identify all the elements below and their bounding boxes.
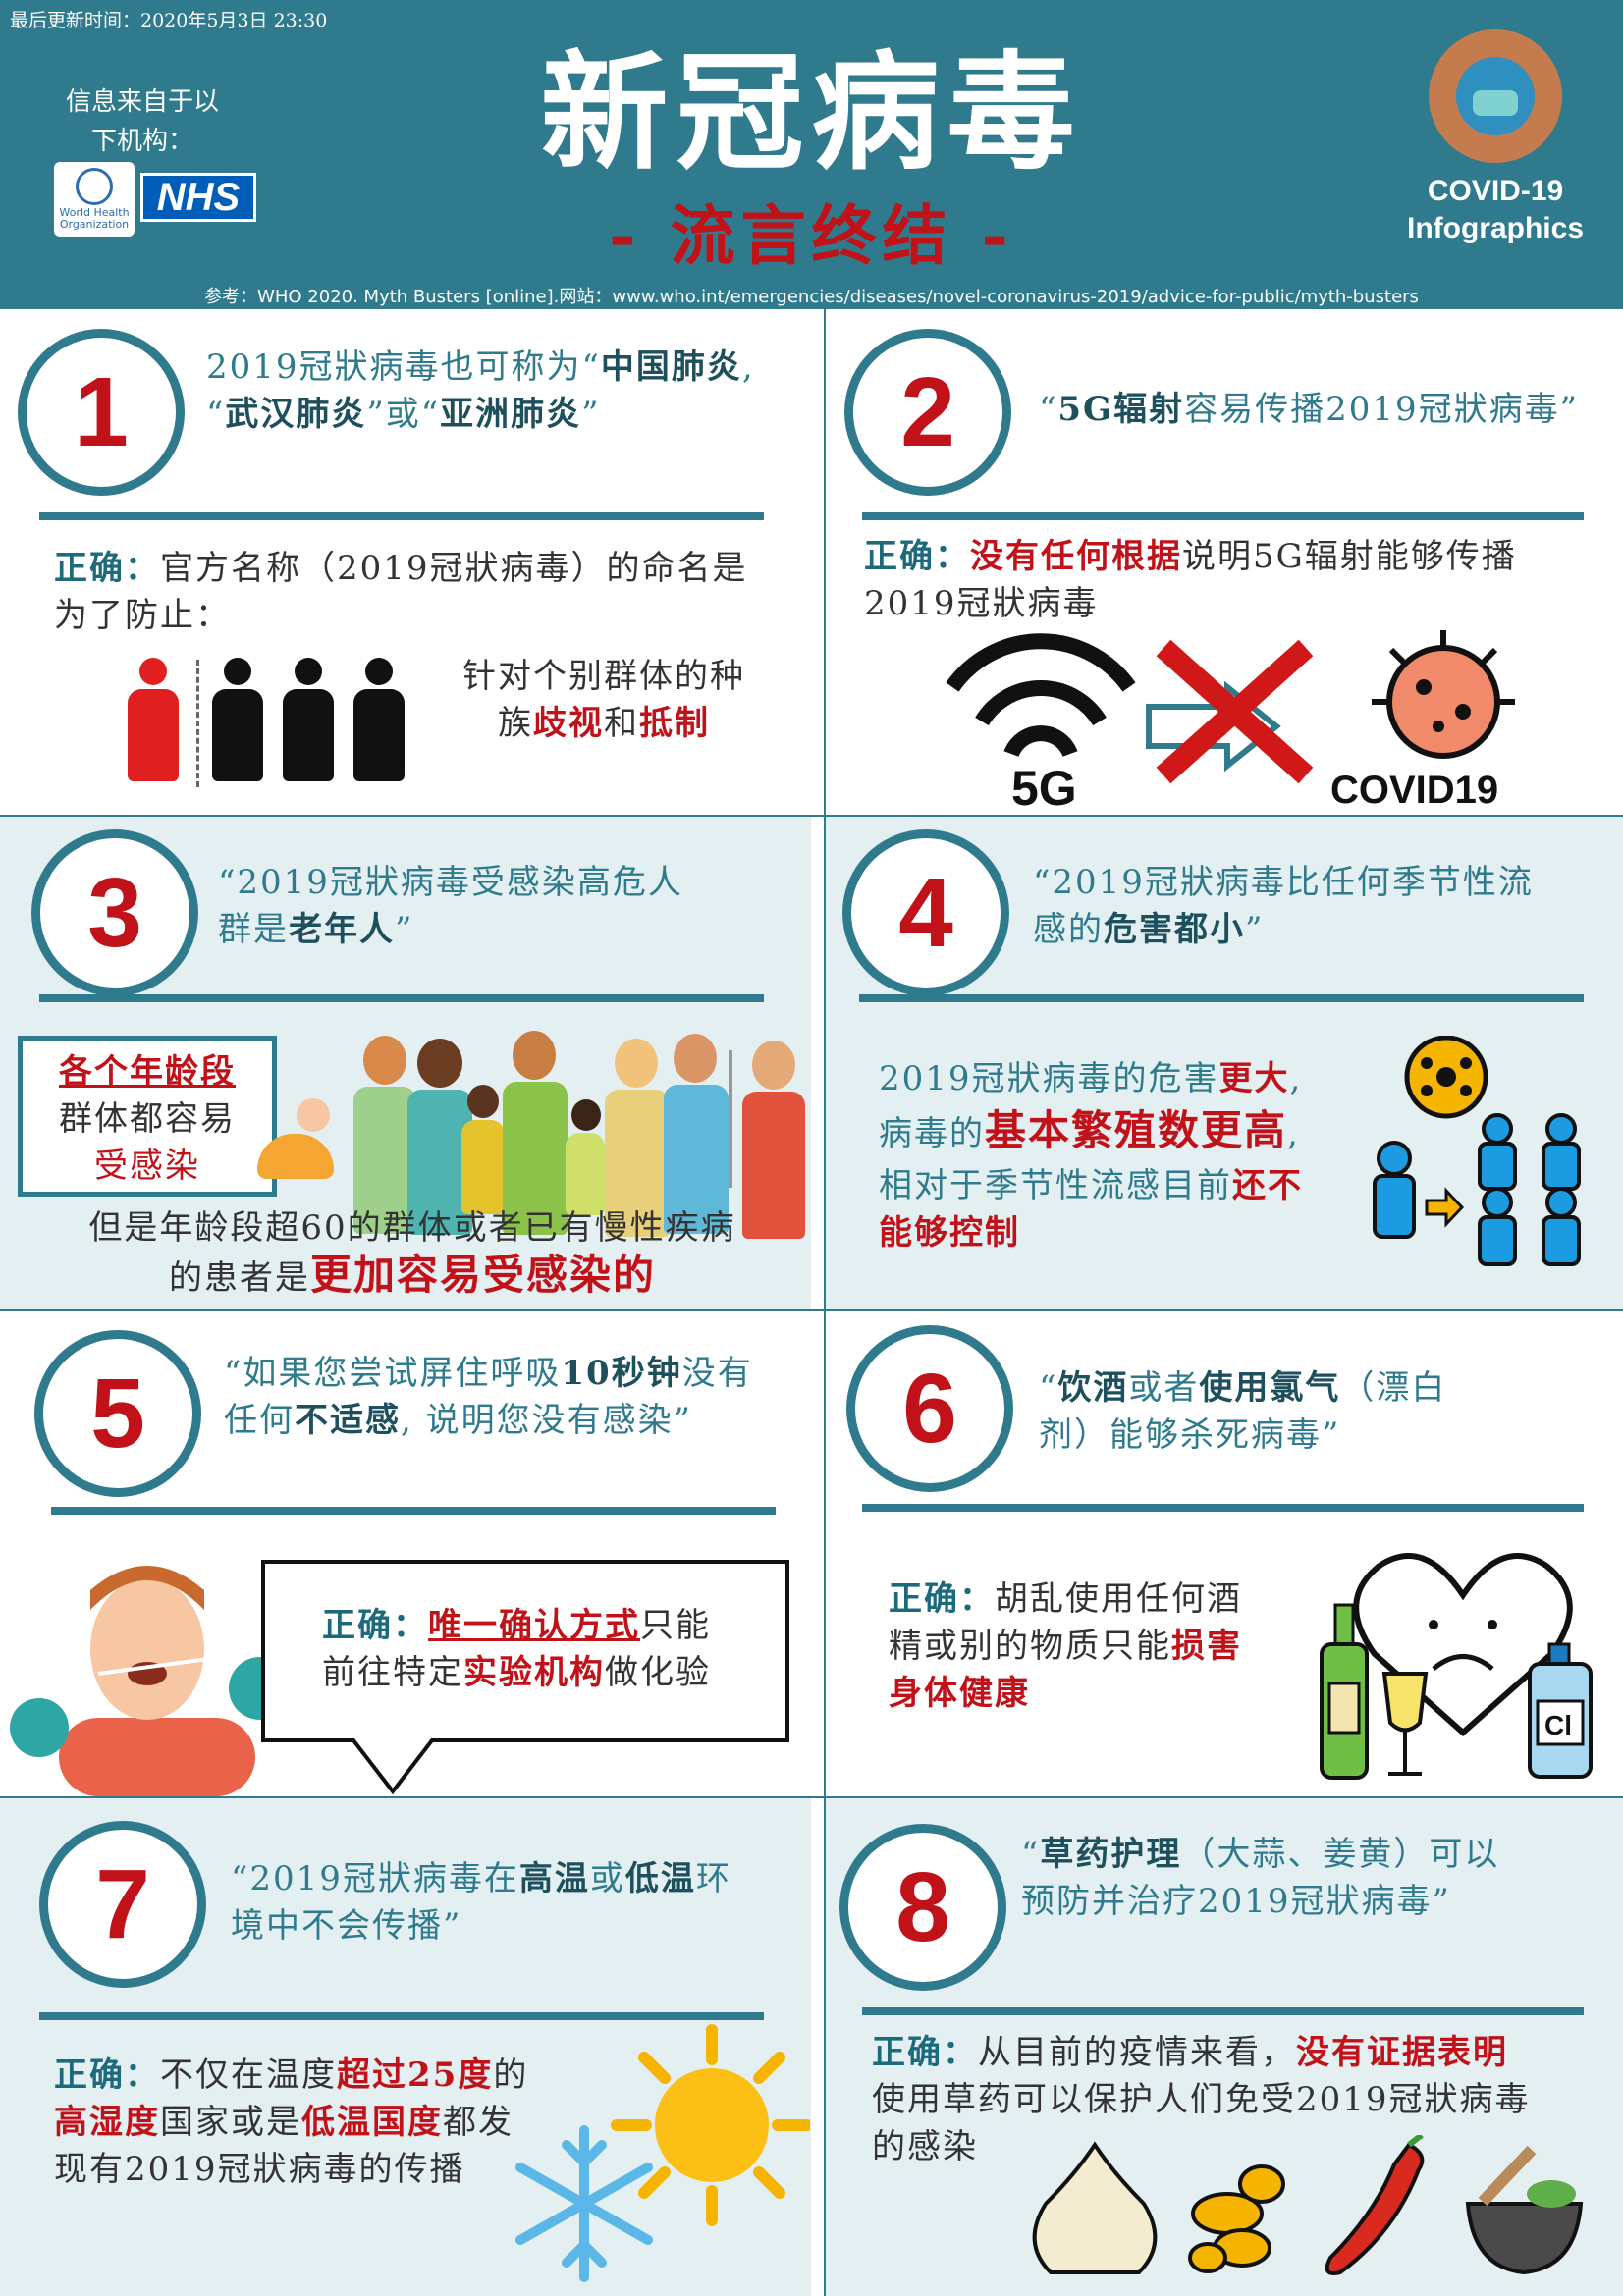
myth-1-divider — [39, 512, 764, 520]
myth-1-quote: 2019冠狀病毒也可称为“中国肺炎, “武汉肺炎”或“亚洲肺炎” — [206, 347, 755, 434]
page-title: 新冠病毒 — [540, 37, 1083, 187]
myth-number-3: 3 — [31, 829, 198, 996]
column-divider — [824, 309, 826, 2296]
myth-2-quote: “5G辐射容易传播2019冠狀病毒” — [1039, 390, 1580, 429]
fact-8-text: 正确：从目前的疫情来看，没有证据表明 使用草药可以保护人们免受2019冠狀病毒 … — [872, 2033, 1531, 2166]
myth-8-quote: “草药护理（大蒜、姜黄）可以 预防并治疗2019冠狀病毒” — [1021, 1835, 1500, 1921]
reference-line: 参考：WHO 2020. Myth Busters [online].网站：ww… — [204, 287, 1419, 307]
5g-no-covid-icon: 5G COVID19 — [946, 630, 1515, 815]
iv-stand-icon — [729, 1050, 732, 1188]
myth-3-divider — [39, 994, 764, 1002]
fact-7-text: 正确：不仅在温度超过25度的 高湿度国家或是低温国度都发 现有2019冠狀病毒的… — [54, 2056, 529, 2189]
myth-number-5: 5 — [34, 1330, 201, 1497]
throat-swab-illustration — [10, 1566, 292, 1796]
myth-4-divider — [859, 994, 1584, 1002]
myth-number-6: 6 — [846, 1325, 1013, 1492]
myth-7-divider — [39, 2012, 764, 2020]
myth-2-divider — [862, 512, 1584, 520]
last-updated: 最后更新时间：2020年5月3日 23:30 — [10, 10, 328, 31]
separator-line — [196, 660, 199, 787]
row-divider-1 — [0, 815, 1623, 817]
svg-text:5G: 5G — [1011, 761, 1077, 815]
svg-text:Cl: Cl — [1544, 1710, 1572, 1740]
header-banner: 最后更新时间：2020年5月3日 23:30 信息来自于以 下机构： World… — [0, 0, 1623, 309]
alcohol-bleach-sad-heart-icon: Cl — [1320, 1553, 1593, 1780]
myth-number-7: 7 — [39, 1821, 206, 1988]
myth-6-quote: “饮酒或者使用氯气（漂白 剂）能够杀死病毒” — [1039, 1368, 1447, 1455]
myth-number-8: 8 — [839, 1824, 1006, 1991]
virus-spread-icon — [1373, 1036, 1581, 1266]
myth-number-1: 1 — [18, 329, 185, 496]
who-logo: World Health Organization — [54, 162, 135, 237]
row-divider-2 — [0, 1309, 1623, 1311]
myth-4-quote: “2019冠狀病毒比任何季节性流 感的危害都小” — [1033, 863, 1534, 949]
covid-infographics-badge: COVID-19 Infographics — [1406, 175, 1584, 244]
myth-3-quote: “2019冠狀病毒受感染高危人 群是老年人” — [218, 863, 683, 949]
sun-snowflake-icon — [515, 2024, 810, 2282]
myth-7-quote: “2019冠狀病毒在高温或低温环 境中不会传播” — [231, 1859, 731, 1946]
myth-number-2: 2 — [844, 329, 1011, 496]
myth-8-divider — [862, 2007, 1584, 2015]
myth-number-4: 4 — [842, 829, 1009, 996]
fact-5-text: 正确：唯一确认方式只能 前往特定实验机构做化验 — [322, 1606, 711, 1692]
row-divider-3 — [0, 1796, 1623, 1798]
page-subtitle: - 流言终结 - — [609, 197, 1014, 274]
fact-4-text: 2019冠狀病毒的危害更大, 病毒的基本繁殖数更高, 相对于季节性流感目前还不 … — [879, 1059, 1303, 1253]
myth-5-divider — [51, 1507, 776, 1515]
myth-6-divider — [862, 1504, 1584, 1512]
covid-globe-hands-icon — [1429, 29, 1562, 163]
myth-5-quote: “如果您尝试屏住呼吸10秒钟没有 任何不适感, 说明您没有感染” — [224, 1354, 753, 1440]
speech-bubble — [261, 1560, 789, 1795]
info-source-label: 信息来自于以 下机构： — [65, 87, 219, 156]
fact-1-text: 正确：官方名称（2019冠狀病毒）的命名是 为了防止： — [54, 549, 748, 635]
herbs-icons — [1032, 2135, 1584, 2275]
fact-6-text: 正确：胡乱使用任何酒 精或别的物质只能损害 身体健康 — [889, 1579, 1242, 1713]
all-ages-box: 各个年龄段 群体都容易 受感染 — [18, 1036, 277, 1197]
nhs-logo: NHS — [140, 173, 256, 222]
who-globe-icon — [76, 168, 113, 205]
svg-text:COVID19: COVID19 — [1330, 769, 1498, 812]
fact-3-text: 但是年龄段超60的群体或者已有慢性疾病 的患者是更加容易受感染的 — [88, 1208, 736, 1299]
fact-2-text: 正确：没有任何根据说明5G辐射能够传播 2019冠狀病毒 — [864, 537, 1517, 623]
fact-1-detail: 针对个别群体的种 族歧视和抵制 — [462, 657, 745, 743]
